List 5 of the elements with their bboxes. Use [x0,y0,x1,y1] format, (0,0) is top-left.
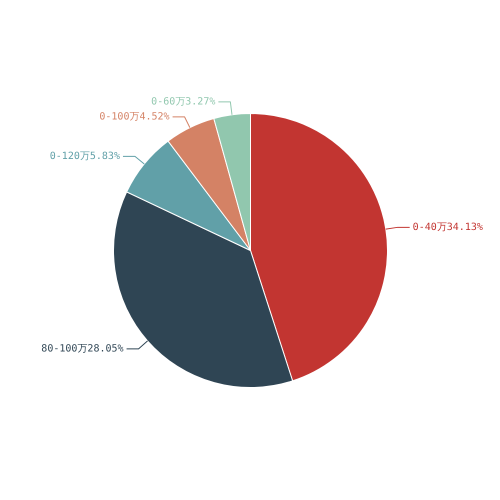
slice-label: 0-60万3.27% [151,96,216,108]
slice-label: 80-100万28.05% [41,343,124,354]
slice-label: 0-120万5.83% [50,150,120,162]
slice-label: 0-40万34.13% [412,222,483,233]
slice-label: 0-100万4.52% [99,111,170,122]
